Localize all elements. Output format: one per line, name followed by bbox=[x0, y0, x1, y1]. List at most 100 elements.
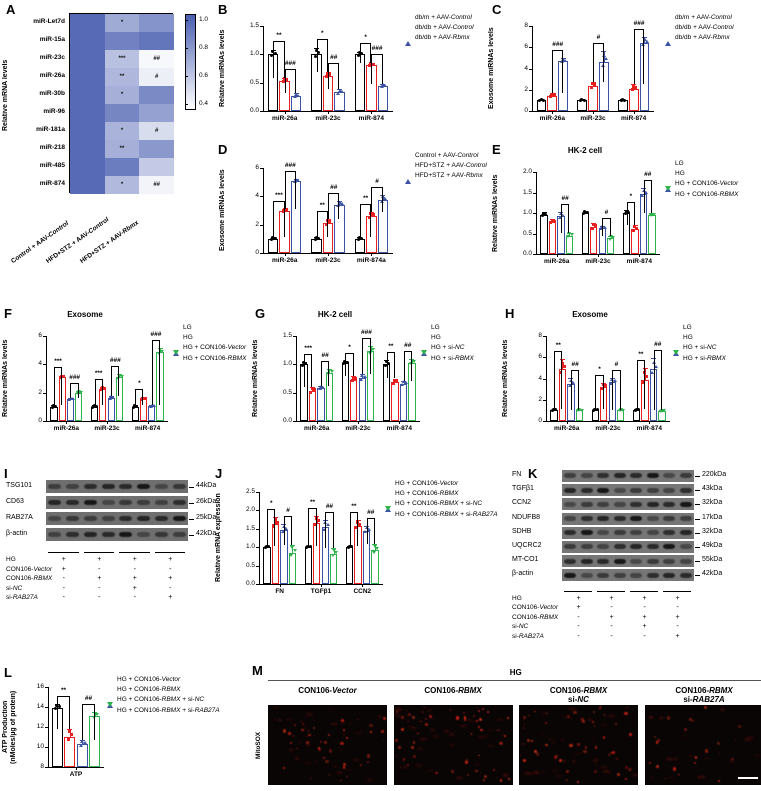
y-tick-mark bbox=[543, 421, 546, 422]
micrograph-punctum bbox=[527, 714, 530, 717]
x-tick-label: miR-874 bbox=[386, 425, 412, 432]
bar bbox=[648, 215, 656, 254]
blot-band bbox=[564, 530, 577, 536]
data-point bbox=[550, 218, 554, 222]
micrograph-punctum bbox=[473, 714, 475, 717]
condition-value: + bbox=[642, 623, 647, 631]
legend-item: HG + CON106-RBMX + si-RAB27A bbox=[384, 505, 498, 518]
legend-item: HG bbox=[172, 334, 246, 341]
blot-band bbox=[646, 515, 659, 521]
micrograph-punctum bbox=[334, 766, 336, 768]
micrograph-punctum bbox=[593, 724, 596, 727]
data-point bbox=[604, 57, 609, 61]
y-tick-label: 1.0 bbox=[249, 50, 259, 58]
micrograph-haze bbox=[567, 708, 576, 710]
blot-band bbox=[48, 531, 62, 538]
y-tick-mark bbox=[533, 172, 536, 173]
data-point bbox=[281, 80, 285, 84]
data-point bbox=[593, 83, 597, 87]
y-tick-mark bbox=[543, 357, 546, 359]
blot-band bbox=[564, 515, 577, 521]
bar bbox=[588, 86, 598, 111]
legend-label: HG + si-RBMX bbox=[431, 354, 474, 362]
y-tick-label: 8 bbox=[524, 22, 528, 29]
legend-label: HG + si-RBMX bbox=[683, 354, 726, 362]
blot-band bbox=[101, 499, 115, 506]
blot-band bbox=[119, 515, 133, 522]
micrograph-haze bbox=[449, 745, 455, 747]
heatmap-column-label: HFD+STZ + AAV-Rbmx bbox=[79, 219, 141, 265]
y-tick-mark bbox=[256, 547, 259, 549]
x-tick-label: miR-26a bbox=[272, 115, 298, 122]
data-point bbox=[604, 384, 608, 388]
blot-band-row bbox=[562, 484, 694, 497]
y-tick-mark bbox=[293, 392, 296, 394]
data-point bbox=[599, 227, 604, 231]
data-point bbox=[70, 732, 74, 736]
micrograph-punctum bbox=[476, 707, 479, 710]
blot-kda-tick bbox=[189, 486, 194, 488]
bar bbox=[558, 369, 567, 421]
data-point bbox=[662, 409, 667, 413]
bar bbox=[90, 406, 99, 421]
data-point bbox=[641, 43, 646, 47]
micrograph-haze bbox=[327, 708, 334, 710]
micrograph-haze bbox=[358, 718, 362, 720]
colorbar-tick-mark bbox=[185, 76, 188, 77]
data-point bbox=[325, 523, 330, 527]
significance-bracket bbox=[316, 211, 328, 237]
bar bbox=[366, 64, 377, 111]
micrograph-punctum bbox=[300, 721, 302, 723]
panel-f-label: F bbox=[4, 306, 12, 321]
micrograph-punctum bbox=[341, 719, 344, 722]
x-tick-mark bbox=[316, 421, 318, 424]
legend-label: HG + CON106-Vector bbox=[183, 344, 247, 352]
legend-label: db/db + AAV-Rbmx bbox=[675, 34, 730, 42]
micrograph-punctum bbox=[595, 763, 597, 765]
data-point bbox=[108, 396, 113, 400]
data-point bbox=[591, 222, 595, 226]
blot-band bbox=[646, 558, 659, 564]
data-point bbox=[567, 384, 572, 388]
y-axis-label: Relative miRNAs levels bbox=[219, 29, 226, 108]
significance-label: ## bbox=[561, 195, 569, 203]
micrograph-haze bbox=[416, 747, 424, 750]
data-point bbox=[272, 525, 276, 529]
micrograph-haze bbox=[521, 742, 526, 745]
data-point bbox=[91, 405, 95, 409]
micrograph-haze bbox=[477, 736, 485, 739]
data-point bbox=[633, 85, 637, 89]
significance-bracket bbox=[70, 382, 79, 398]
y-tick-label: 0.5 bbox=[249, 78, 259, 86]
micrograph-punctum bbox=[558, 758, 562, 763]
blot-band bbox=[580, 487, 593, 493]
blot-band bbox=[646, 487, 659, 493]
significance-bracket bbox=[653, 350, 662, 411]
significance-bracket bbox=[560, 204, 570, 233]
data-point bbox=[140, 398, 144, 402]
error-bar-cap bbox=[368, 345, 374, 347]
data-point bbox=[273, 236, 277, 240]
y-tick-mark bbox=[533, 192, 536, 194]
micrograph-punctum bbox=[322, 756, 325, 760]
significance-label: # bbox=[286, 507, 290, 515]
condition-row-label: CON106-RBMX bbox=[6, 575, 53, 582]
data-point bbox=[119, 374, 124, 378]
bar bbox=[377, 86, 388, 111]
y-axis bbox=[536, 172, 537, 254]
x-tick-mark bbox=[284, 111, 286, 114]
circle-marker-icon bbox=[404, 152, 411, 159]
micrograph-punctum bbox=[350, 722, 352, 724]
condition-value: + bbox=[609, 594, 614, 602]
y-tick-mark bbox=[529, 26, 532, 27]
y-tick-label: 0.5 bbox=[245, 561, 255, 569]
data-point bbox=[624, 209, 628, 213]
data-point bbox=[143, 397, 147, 401]
micrograph-haze bbox=[541, 770, 545, 774]
significance-label: * bbox=[364, 34, 367, 42]
significance-bracket bbox=[403, 351, 412, 381]
heatmap-cell: * bbox=[104, 176, 140, 194]
data-point bbox=[602, 226, 607, 230]
data-point bbox=[383, 364, 387, 368]
micrograph-image bbox=[644, 705, 761, 785]
